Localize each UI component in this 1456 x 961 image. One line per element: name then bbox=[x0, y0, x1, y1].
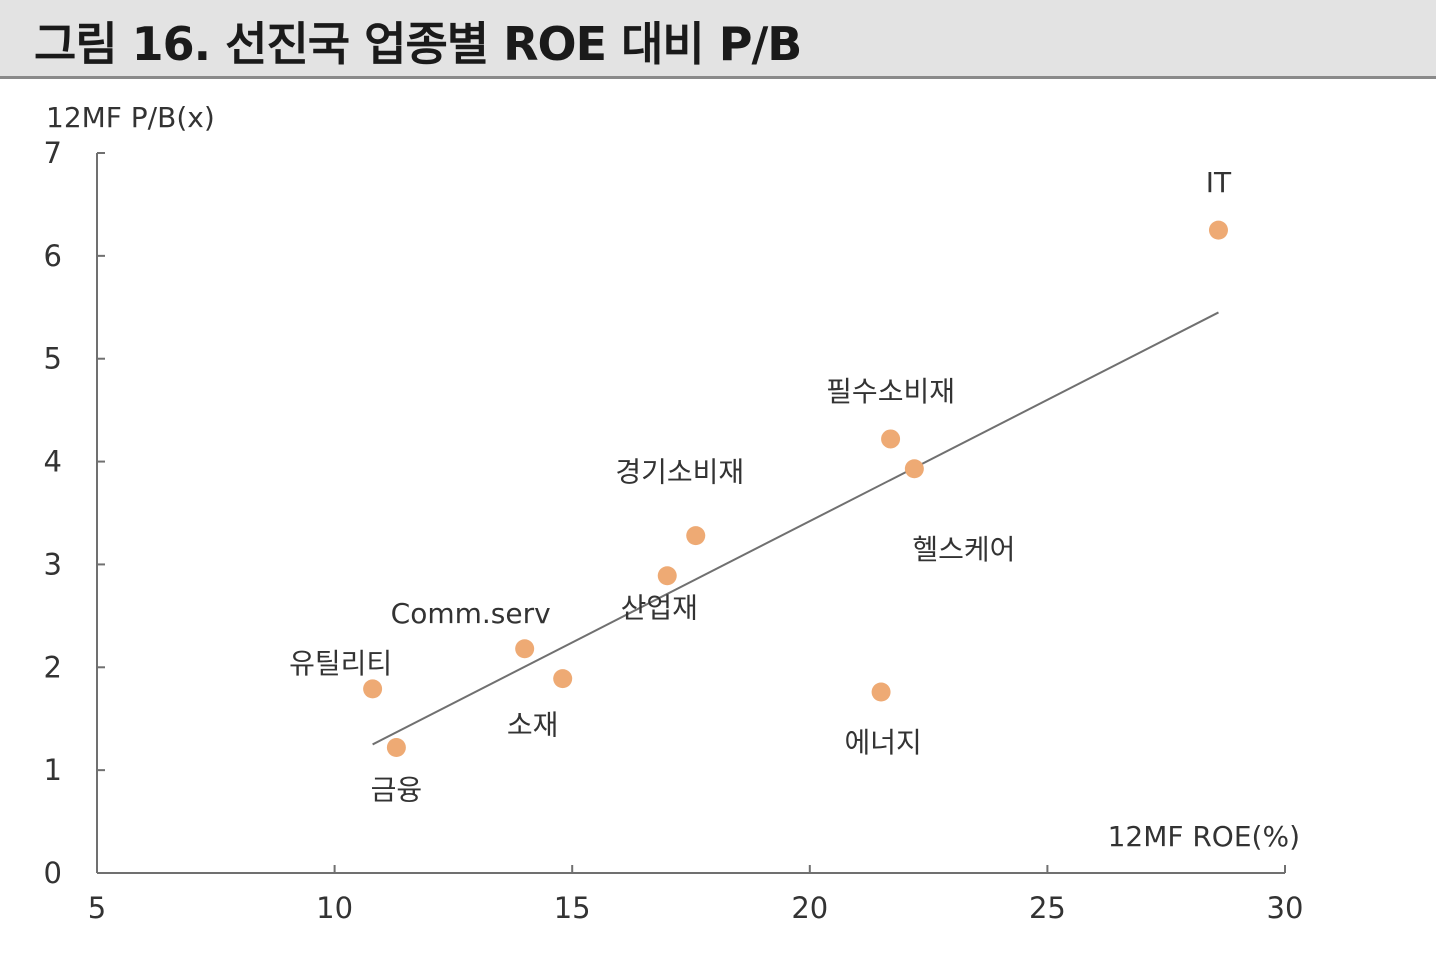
x-tick-label: 20 bbox=[791, 891, 828, 925]
data-point-label: 에너지 bbox=[844, 726, 921, 759]
data-point-label: 유틸리티 bbox=[289, 647, 392, 680]
title-bar: 그림 16. 선진국 업종별 ROE 대비 P/B bbox=[0, 0, 1436, 79]
data-point-label: 헬스케어 bbox=[912, 533, 1015, 566]
x-tick-label: 15 bbox=[554, 891, 591, 925]
data-point-label: 산업재 bbox=[621, 592, 698, 625]
y-tick-label: 4 bbox=[44, 445, 62, 479]
data-point-label: 소재 bbox=[507, 709, 559, 742]
data-point bbox=[515, 639, 535, 659]
data-point-label: 경기소비재 bbox=[615, 456, 744, 489]
data-point bbox=[553, 669, 573, 689]
y-tick-label: 1 bbox=[44, 753, 62, 787]
chart-title: 그림 16. 선진국 업종별 ROE 대비 P/B bbox=[34, 17, 802, 71]
x-tick-label: 30 bbox=[1267, 891, 1304, 925]
data-point-label: 필수소비재 bbox=[826, 375, 955, 408]
data-point bbox=[871, 682, 891, 702]
data-point bbox=[904, 459, 924, 479]
data-point bbox=[386, 738, 406, 758]
y-tick-label: 5 bbox=[44, 342, 62, 376]
y-axis-title: 12MF P/B(x) bbox=[46, 101, 215, 134]
data-point bbox=[1208, 220, 1228, 240]
y-tick-label: 6 bbox=[44, 239, 62, 273]
trendline bbox=[372, 311, 1219, 746]
y-tick-label: 3 bbox=[44, 547, 62, 581]
data-point-label: IT bbox=[1206, 166, 1232, 199]
y-tick-label: 0 bbox=[44, 856, 62, 890]
x-tick-label: 25 bbox=[1029, 891, 1066, 925]
data-point bbox=[657, 566, 677, 586]
data-point bbox=[881, 429, 901, 449]
y-tick-label: 7 bbox=[44, 136, 62, 170]
data-point bbox=[363, 679, 383, 699]
y-tick-label: 2 bbox=[44, 650, 62, 684]
data-point-label: Comm.serv bbox=[391, 597, 551, 630]
x-tick-label: 10 bbox=[316, 891, 353, 925]
data-point-label: 금융 bbox=[371, 774, 423, 807]
data-point bbox=[686, 526, 706, 546]
x-tick-label: 5 bbox=[88, 891, 106, 925]
x-axis-title: 12MF ROE(%) bbox=[1108, 820, 1300, 853]
